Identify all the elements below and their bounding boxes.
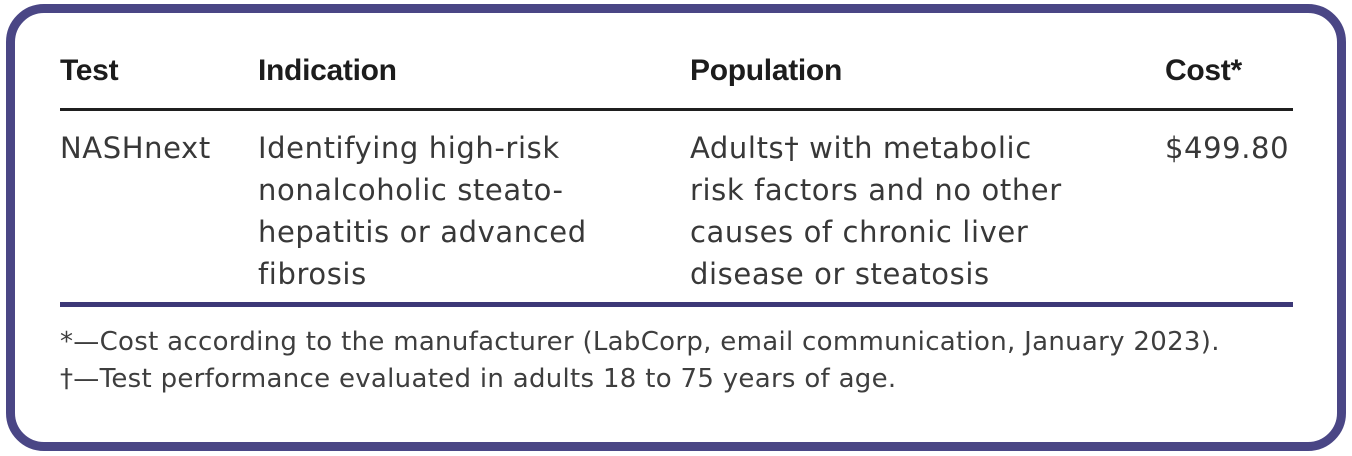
- table-content: Test Indication Population Cost* NASHnex…: [15, 13, 1337, 398]
- table-card: Test Indication Population Cost* NASHnex…: [6, 4, 1346, 451]
- footnotes: *—Cost according to the manufacturer (La…: [60, 324, 1293, 398]
- header-divider: [60, 108, 1293, 111]
- cell-indication: Identifying high-risk nonalcoholic steat…: [258, 131, 587, 291]
- column-header-indication: Indication: [258, 54, 397, 87]
- cell-population: Adults† with metabolic risk factors and …: [690, 131, 1062, 291]
- footnote-divider: [60, 302, 1293, 307]
- column-header-population: Population: [690, 54, 842, 87]
- cell-cost: $499.80: [1165, 131, 1290, 165]
- footnote-age-range: †—Test performance evaluated in adults 1…: [60, 364, 897, 394]
- table-header-row: Test Indication Population Cost*: [60, 54, 1293, 88]
- column-header-test: Test: [60, 54, 119, 87]
- table-row: NASHnext Identifying high-risk nonalcoho…: [60, 127, 1293, 295]
- column-header-cost: Cost*: [1165, 54, 1242, 87]
- cell-test-name: NASHnext: [60, 131, 211, 165]
- footnote-cost-source: *—Cost according to the manufacturer (La…: [60, 327, 1220, 357]
